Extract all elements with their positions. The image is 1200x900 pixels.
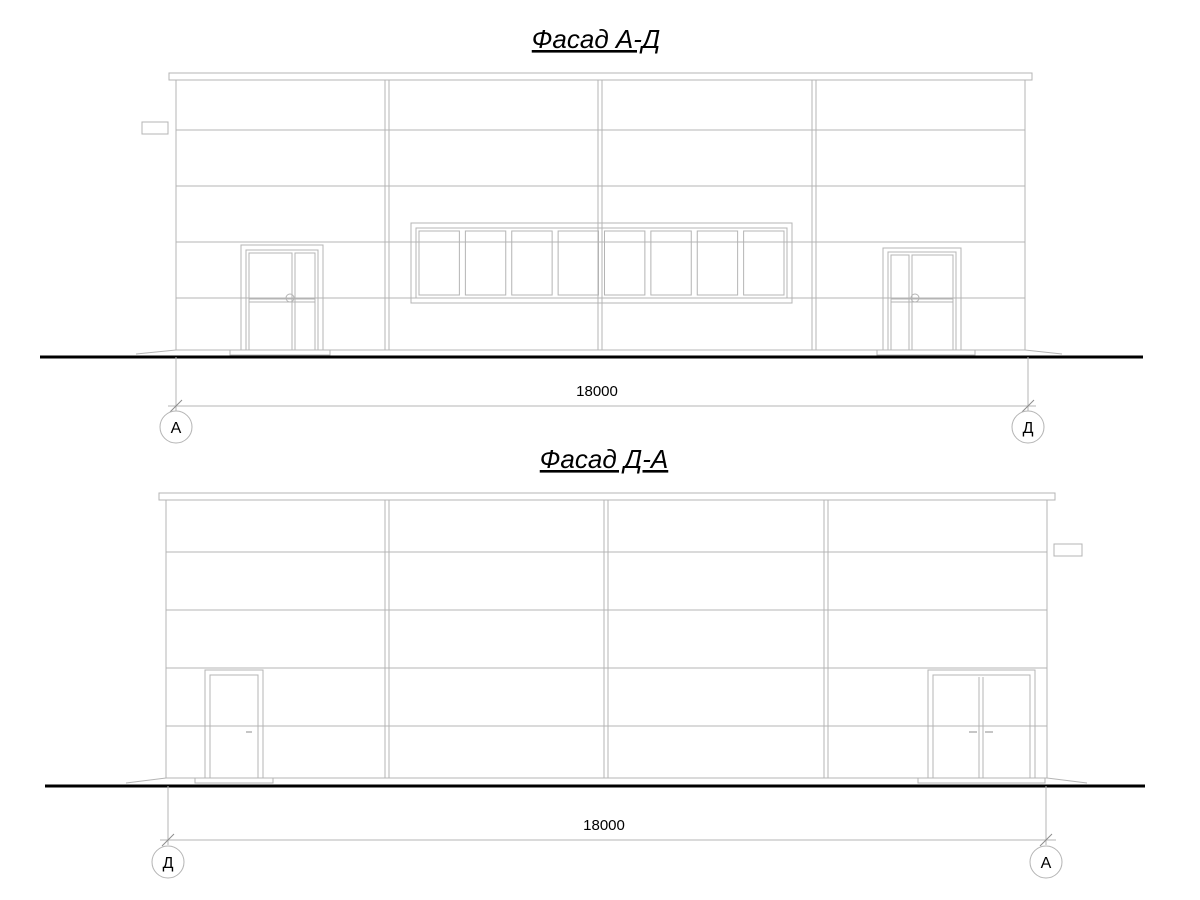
axis-marker-circle — [1011, 410, 1045, 444]
wall-outline — [165, 499, 1048, 779]
facade-title: Фасад Д-А — [540, 444, 669, 474]
door-handle-icon — [910, 293, 920, 303]
axis-marker-label: Д — [163, 855, 174, 872]
wall-outline — [175, 79, 1026, 351]
dimension-tick — [1021, 399, 1035, 413]
dimension-tick — [169, 399, 183, 413]
panel-lines — [176, 129, 1025, 299]
door-left — [240, 244, 324, 351]
dimension-tick — [1039, 833, 1053, 847]
dimension-label: 18000 — [576, 383, 618, 400]
window-pane — [604, 230, 646, 296]
window-pane — [418, 230, 460, 296]
window-pane — [650, 230, 692, 296]
columns — [384, 500, 829, 778]
door-right-double — [927, 669, 1036, 779]
door-step — [917, 777, 1046, 784]
window-pane — [557, 230, 599, 296]
roof-parapet — [158, 492, 1056, 501]
door-step — [229, 349, 331, 356]
columns — [384, 80, 817, 350]
window-pane — [464, 230, 507, 296]
axis-marker-label: А — [171, 420, 182, 437]
door-left-single — [204, 669, 264, 779]
door-step — [194, 777, 274, 784]
facade-title: Фасад А-Д — [532, 24, 661, 54]
door-right — [882, 247, 962, 351]
roof-parapet — [168, 72, 1033, 81]
window-pane — [696, 230, 739, 296]
axis-marker-label: Д — [1023, 420, 1034, 437]
window-pane — [743, 230, 785, 296]
wall-bracket — [141, 121, 169, 135]
axis-marker-circle — [151, 845, 185, 879]
axis-marker-label: А — [1041, 855, 1052, 872]
wall-bracket — [1053, 543, 1083, 557]
axis-marker-circle — [159, 410, 193, 444]
plinth — [125, 777, 1088, 784]
dimension-tick — [161, 833, 175, 847]
facade-a-d: Фасад А-Д 18000 А Д — [40, 24, 1143, 444]
door-step — [876, 349, 976, 356]
dimension-label: 18000 — [583, 817, 625, 834]
axis-marker-circle — [1029, 845, 1063, 879]
window-band — [410, 222, 793, 304]
door-handle-icon — [285, 293, 295, 303]
facade-d-a: Фасад Д-А 18000 Д А — [45, 444, 1145, 879]
panel-lines — [166, 551, 1047, 727]
plinth — [135, 349, 1063, 355]
window-pane — [511, 230, 553, 296]
